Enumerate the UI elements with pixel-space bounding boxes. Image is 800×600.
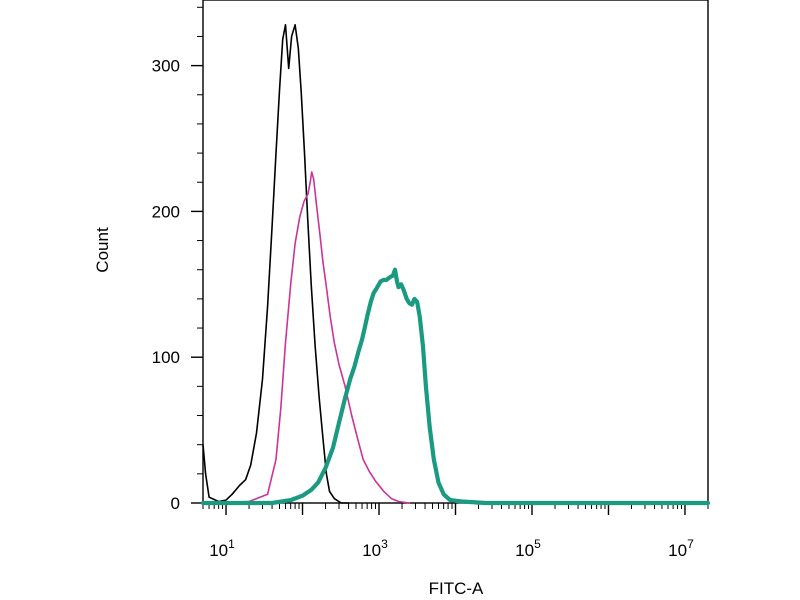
x-tick-label: 101 [209, 537, 235, 560]
x-tick-label: 105 [515, 537, 541, 560]
x-tick-label: 107 [668, 537, 694, 560]
y-axis-title: Count [93, 227, 112, 273]
x-axis-title: FITC-A [429, 579, 484, 598]
series-line-3 [200, 267, 711, 506]
y-tick-label: 100 [152, 348, 180, 367]
x-axis: 101 103 105 107 [202, 503, 709, 560]
y-tick-label: 200 [152, 202, 180, 221]
series-line-2 [202, 171, 411, 504]
y-tick-label: 0 [171, 494, 180, 513]
y-tick-label: 300 [152, 57, 180, 76]
y-axis: 0 100 200 300 [152, 6, 203, 513]
histogram-series [200, 24, 711, 506]
x-tick-label: 103 [362, 537, 388, 560]
series-line-1 [202, 24, 350, 504]
